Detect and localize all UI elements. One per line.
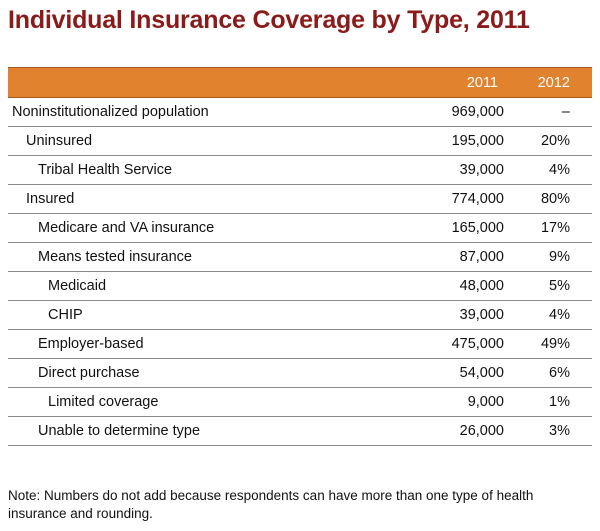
row-label: Unable to determine type (8, 416, 392, 446)
cell-2012: 9% (508, 242, 592, 272)
cell-2012: 4% (508, 155, 592, 185)
coverage-table: 2011 2012 Noninstitutionalized populatio… (8, 67, 592, 446)
row-label: Medicaid (8, 271, 392, 301)
row-label: Means tested insurance (8, 242, 392, 272)
cell-2012: 4% (508, 300, 592, 330)
row-label: Employer-based (8, 329, 392, 359)
cell-2011: 87,000 (392, 242, 508, 272)
table-row: Unable to determine type 26,000 3% (8, 416, 592, 446)
coverage-table-container: 2011 2012 Noninstitutionalized populatio… (8, 67, 592, 446)
cell-2012: 17% (508, 213, 592, 243)
row-label: Insured (8, 184, 392, 214)
header-row: 2011 2012 (8, 67, 592, 98)
cell-2011: 54,000 (392, 358, 508, 388)
table-row: Uninsured 195,000 20% (8, 126, 592, 156)
page-title: Individual Insurance Coverage by Type, 2… (8, 6, 530, 34)
cell-2011: 48,000 (392, 271, 508, 301)
table-row: Limited coverage 9,000 1% (8, 387, 592, 417)
table-row: Noninstitutionalized population 969,000– (8, 97, 592, 127)
row-label: Medicare and VA insurance (8, 213, 392, 243)
header-cell-2011: 2011 (392, 67, 508, 98)
cell-2011: 39,000 (392, 300, 508, 330)
cell-2011: 26,000 (392, 416, 508, 446)
cell-2012: 5% (508, 271, 592, 301)
cell-2011: 475,000 (392, 329, 508, 359)
table-row: Employer-based 475,000 49% (8, 329, 592, 359)
cell-2012: 1% (508, 387, 592, 417)
cell-2011: 9,000 (392, 387, 508, 417)
cell-2012: 20% (508, 126, 592, 156)
row-label: Tribal Health Service (8, 155, 392, 185)
cell-2012: 6% (508, 358, 592, 388)
table-row: Medicare and VA insurance 165,000 17% (8, 213, 592, 243)
table-row: CHIP 39,000 4% (8, 300, 592, 330)
cell-2012: – (508, 97, 592, 127)
row-label: CHIP (8, 300, 392, 330)
cell-2011: 774,000 (392, 184, 508, 214)
row-label: Direct purchase (8, 358, 392, 388)
table-header: 2011 2012 (8, 67, 592, 98)
footnote: Note: Numbers do not add because respond… (8, 488, 534, 521)
header-cell-label (8, 67, 392, 98)
table-row: Tribal Health Service 39,000 4% (8, 155, 592, 185)
row-label: Uninsured (8, 126, 392, 156)
row-label: Limited coverage (8, 387, 392, 417)
table-row: Medicaid 48,000 5% (8, 271, 592, 301)
cell-2012: 49% (508, 329, 592, 359)
table-body: Noninstitutionalized population 969,000– U… (8, 97, 592, 446)
table-row: Direct purchase 54,000 6% (8, 358, 592, 388)
table-row: Means tested insurance 87,000 9% (8, 242, 592, 272)
cell-2011: 195,000 (392, 126, 508, 156)
cell-2012: 80% (508, 184, 592, 214)
row-label: Noninstitutionalized population (8, 97, 392, 127)
header-cell-2012: 2012 (508, 67, 592, 98)
cell-2011: 165,000 (392, 213, 508, 243)
cell-2012: 3% (508, 416, 592, 446)
table-row: Insured 774,000 80% (8, 184, 592, 214)
cell-2011: 39,000 (392, 155, 508, 185)
cell-2011: 969,000 (392, 97, 508, 127)
